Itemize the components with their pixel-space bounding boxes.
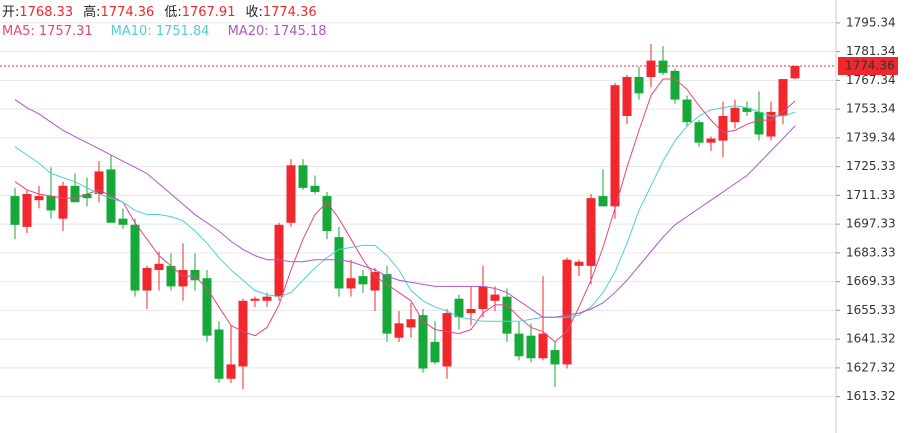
quote-value: 1774.36 — [101, 5, 155, 20]
candle-body — [310, 185, 320, 192]
quote-value: 1768.33 — [19, 5, 73, 20]
candle-body — [118, 218, 128, 225]
quote-label: 低: — [164, 5, 181, 20]
candle-body — [418, 315, 428, 369]
ma-line — [14, 78, 796, 343]
legend-entry: MA10: 1751.84 — [111, 24, 210, 39]
candle-body — [490, 294, 500, 301]
quote-label: 收: — [245, 5, 262, 20]
legend-entry: MA20: 1745.18 — [228, 24, 327, 39]
candle-body — [562, 259, 572, 365]
candle-body — [430, 341, 440, 363]
y-tick-label: 1683.33 — [846, 245, 896, 259]
y-tick-label: 1767.34 — [846, 73, 896, 87]
candle-body — [346, 278, 356, 289]
candle-body — [742, 107, 752, 112]
candle-body — [754, 111, 764, 135]
candle-body — [610, 85, 620, 207]
candle-body — [238, 300, 248, 367]
candle-body — [22, 194, 32, 227]
y-tick-label: 1641.32 — [846, 332, 896, 346]
candle-body — [274, 224, 284, 297]
candle-body — [358, 276, 368, 285]
ma-line — [14, 105, 796, 322]
y-tick-label: 1669.33 — [846, 274, 896, 288]
legend-entry: MA5: 1757.31 — [2, 24, 93, 39]
candle-body — [46, 196, 56, 211]
quote-line: 开:1768.33 高:1774.36 低:1767.91 收:1774.36 — [2, 4, 317, 20]
y-tick-label: 1697.33 — [846, 217, 896, 231]
candle-body — [478, 286, 488, 309]
y-tick-label: 1781.34 — [846, 44, 896, 58]
y-tick-label: 1655.33 — [846, 303, 896, 317]
candle-body — [574, 261, 584, 266]
candle-body — [634, 76, 644, 94]
last-price-box — [838, 56, 898, 75]
candle-body — [10, 196, 20, 225]
candle-body — [466, 308, 476, 314]
candle-body — [130, 224, 140, 291]
candle-body — [190, 269, 200, 281]
candle-body — [322, 196, 332, 231]
candle-body — [94, 171, 104, 195]
candle-body — [394, 323, 404, 338]
candle-body — [730, 107, 740, 123]
legend: MA5: 1757.31 MA10: 1751.84 MA20: 1745.18 — [2, 24, 327, 39]
candle-body — [142, 267, 152, 291]
candle-body — [622, 76, 632, 117]
candle-body — [550, 350, 560, 365]
candle-body — [682, 99, 692, 123]
quote-value: 1774.36 — [263, 5, 317, 20]
candle-body — [58, 185, 68, 219]
candle-body — [250, 298, 260, 301]
y-tick-label: 1627.32 — [846, 360, 896, 374]
candle-body — [298, 165, 308, 188]
candle-body — [202, 278, 212, 336]
ma-line — [14, 99, 796, 318]
quote-label: 开: — [2, 5, 19, 20]
candle-body — [502, 296, 512, 334]
candle-body — [514, 333, 524, 357]
candle-body — [262, 296, 272, 301]
candle-body — [154, 263, 164, 270]
candle-body — [286, 165, 296, 223]
quote-value: 1767.91 — [182, 5, 236, 20]
candle-body — [718, 116, 728, 141]
candle-body — [766, 111, 776, 137]
y-tick-label: 1795.34 — [846, 15, 896, 29]
candle-body — [178, 269, 188, 287]
candle-body — [670, 70, 680, 100]
candle-body — [370, 272, 380, 291]
candle-body — [790, 65, 800, 79]
y-tick-label: 1711.33 — [846, 188, 896, 202]
y-tick-label: 1753.34 — [846, 102, 896, 116]
candle-body — [226, 364, 236, 379]
candle-body — [82, 194, 92, 199]
candle-body — [166, 265, 176, 287]
y-tick-label: 1725.33 — [846, 159, 896, 173]
last-price-label: 1774.36 — [845, 58, 895, 72]
candle-body — [334, 237, 344, 289]
candle-body — [658, 60, 668, 73]
candle-body — [598, 196, 608, 207]
candle-body — [34, 196, 44, 201]
candle-body — [694, 122, 704, 143]
candle-body — [646, 60, 656, 77]
quote-label: 高: — [83, 4, 100, 20]
candle-body — [442, 313, 452, 367]
candle-body — [454, 298, 464, 318]
candle-body — [70, 185, 80, 203]
candle-body — [706, 138, 716, 143]
candle-body — [214, 329, 224, 379]
y-tick-label: 1613.32 — [846, 389, 896, 403]
candle-body — [526, 335, 536, 359]
candle-body — [538, 333, 548, 359]
candle-body — [382, 274, 392, 334]
candle-body — [778, 79, 788, 117]
candle-body — [586, 198, 596, 266]
candle-body — [406, 319, 416, 328]
y-tick-label: 1739.34 — [846, 130, 896, 144]
